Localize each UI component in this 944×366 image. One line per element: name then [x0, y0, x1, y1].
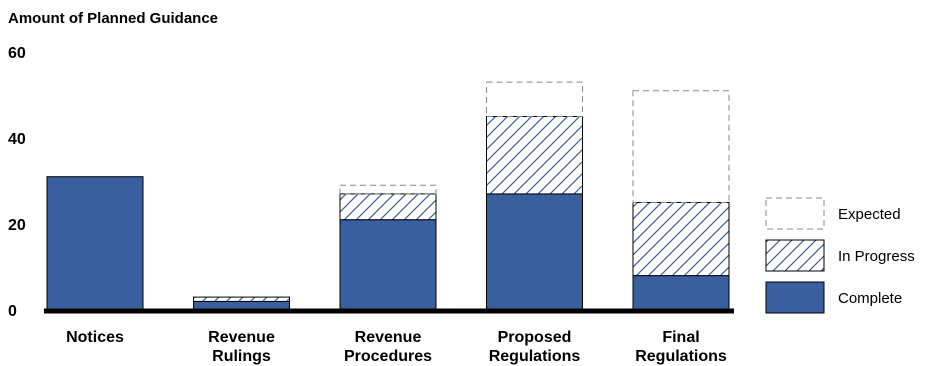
bar-in-progress [339, 193, 437, 221]
category-label: Regulations [635, 348, 727, 365]
bar-complete [46, 176, 144, 311]
legend-label: In Progress [838, 248, 915, 265]
bar-expected [339, 184, 437, 195]
bar-expected [486, 81, 583, 117]
y-ticks: 0 20 40 60 [8, 45, 26, 320]
legend-label: Expected [838, 206, 901, 223]
y-axis-label: Amount of Planned Guidance [8, 10, 218, 27]
bars [44, 81, 734, 314]
bar-in-progress [193, 296, 290, 302]
category-labels: Notices Revenue Rulings Revenue Procedures Pr… [66, 329, 727, 365]
legend: Expected In Progress Complete [765, 197, 915, 314]
bar-complete [486, 193, 583, 311]
bar-complete [339, 219, 437, 311]
category-label: Revenue [355, 329, 422, 346]
y-tick-label: 0 [8, 303, 17, 320]
bar-expected [632, 90, 730, 203]
bar-in-progress [632, 202, 730, 277]
legend-swatch-expected [765, 197, 825, 230]
category-label: Rulings [212, 348, 271, 365]
category-label: Final [662, 329, 699, 346]
legend-swatch-complete [765, 281, 825, 314]
category-label: Notices [66, 329, 124, 346]
category-label: Regulations [489, 348, 581, 365]
y-tick-label: 60 [8, 45, 26, 62]
category-label: Revenue [208, 329, 275, 346]
bar-in-progress [486, 116, 583, 195]
category-label: Procedures [344, 348, 432, 365]
y-tick-label: 40 [8, 131, 26, 148]
legend-swatch-in-progress [765, 239, 825, 272]
bar-complete [632, 275, 730, 311]
y-tick-label: 20 [8, 217, 26, 234]
category-label: Proposed [498, 329, 572, 346]
legend-label: Complete [838, 290, 902, 307]
